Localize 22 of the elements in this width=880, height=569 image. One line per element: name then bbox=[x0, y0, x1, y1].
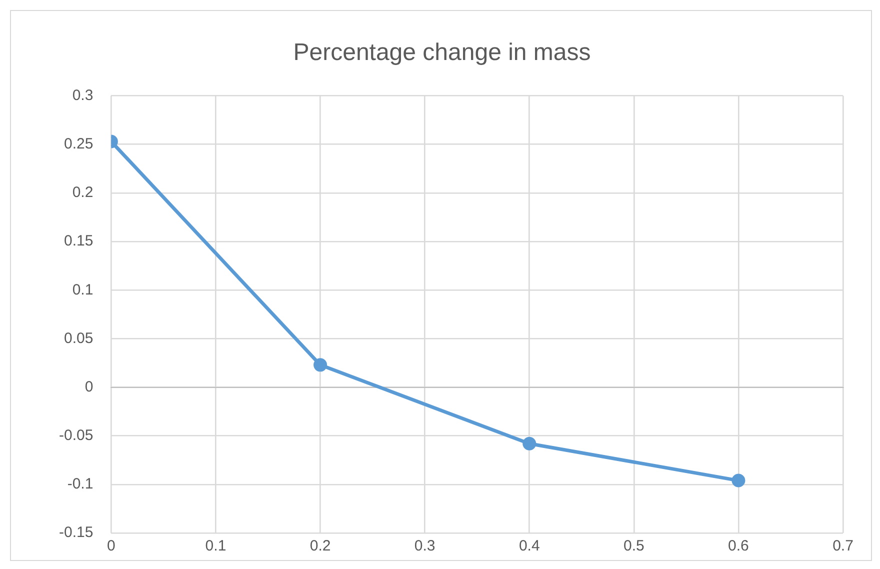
y-tick-label: -0.05 bbox=[58, 426, 94, 444]
chart-title: Percentage change in mass bbox=[293, 39, 591, 66]
y-tick-label: 0.05 bbox=[64, 330, 94, 347]
point bbox=[522, 436, 536, 450]
x-tick-label: 0 bbox=[107, 538, 116, 555]
x-tick-label: 0.7 bbox=[832, 538, 854, 555]
point bbox=[314, 358, 328, 372]
y-tick-label: 0.15 bbox=[64, 232, 94, 250]
x-tick-label: 0.1 bbox=[205, 538, 226, 555]
x-tick-label: 0.6 bbox=[728, 538, 749, 555]
y-tick-label: 0 bbox=[84, 378, 94, 396]
x-tick-label: 0.3 bbox=[414, 538, 436, 555]
point bbox=[732, 474, 746, 488]
y-tick-label: 0.3 bbox=[72, 86, 94, 104]
y-tick-label: 0.25 bbox=[64, 136, 94, 153]
x-tick-label: 0.5 bbox=[623, 538, 644, 555]
y-tick-label: -0.1 bbox=[67, 476, 94, 493]
y-tick-label: 0.2 bbox=[72, 184, 94, 202]
y-tick-label: 0.1 bbox=[72, 281, 94, 298]
x-tick-label: 0.4 bbox=[518, 538, 540, 555]
y-tick-label: -0.15 bbox=[58, 524, 94, 542]
x-tick-label: 0.2 bbox=[310, 538, 331, 555]
